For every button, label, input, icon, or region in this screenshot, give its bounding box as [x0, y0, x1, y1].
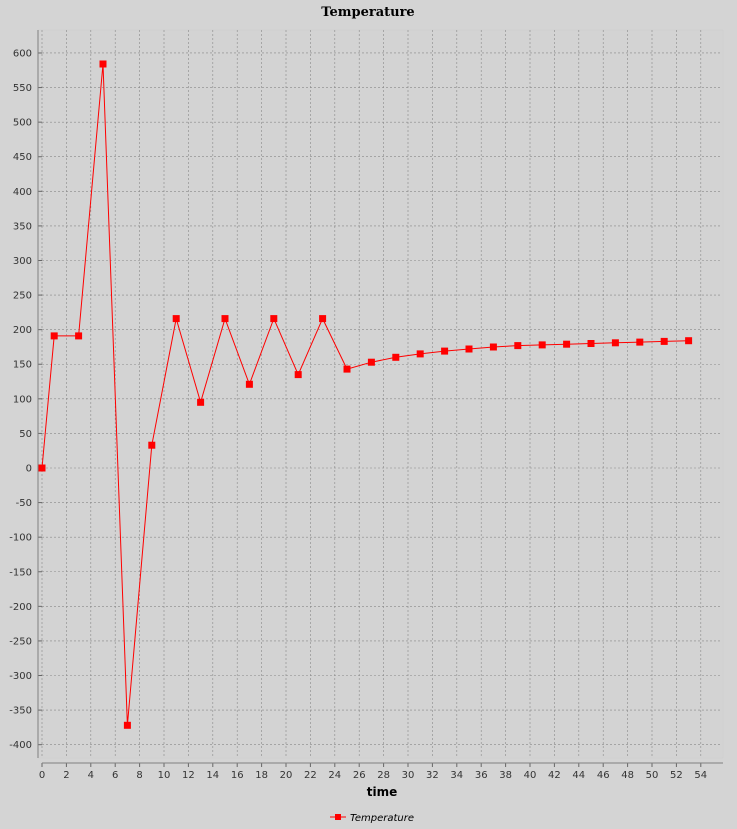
- y-tick-label: 250: [13, 291, 32, 302]
- data-point: [245, 380, 253, 388]
- x-tick-label: 30: [402, 770, 415, 781]
- data-point: [172, 315, 180, 323]
- data-point: [685, 337, 693, 345]
- data-point: [611, 339, 619, 347]
- data-point: [294, 371, 302, 379]
- data-point: [148, 441, 156, 449]
- chart-title: Temperature: [321, 5, 414, 20]
- axes: [37, 30, 723, 767]
- x-tick-label: 10: [158, 770, 171, 781]
- x-tick-label: 40: [524, 770, 537, 781]
- x-tick-label: 42: [548, 770, 561, 781]
- data-point: [38, 464, 46, 472]
- x-tick-label: 16: [231, 770, 244, 781]
- y-tick-label: 550: [13, 83, 32, 94]
- gridlines: [41, 30, 722, 758]
- data-point: [123, 721, 131, 729]
- data-point: [514, 342, 522, 350]
- y-tick-label: -300: [9, 671, 32, 682]
- data-point: [538, 341, 546, 349]
- y-tick-label: -350: [9, 706, 32, 717]
- x-tick-label: 34: [450, 770, 463, 781]
- data-point: [221, 315, 229, 323]
- y-tick-label: 150: [13, 360, 32, 371]
- x-tick-label: 2: [63, 770, 69, 781]
- y-tick-label: -50: [16, 498, 32, 509]
- series-line: [41, 63, 689, 726]
- data-point: [75, 332, 83, 340]
- x-tick-label: 8: [136, 770, 142, 781]
- series-temperature: [38, 60, 693, 729]
- y-tick-label: 600: [13, 48, 32, 59]
- x-tick-label: 18: [255, 770, 268, 781]
- y-tick-label: -400: [9, 740, 32, 751]
- x-axis-label: time: [367, 785, 398, 799]
- x-tick-label: 54: [694, 770, 707, 781]
- y-tick-label: 350: [13, 221, 32, 232]
- data-point: [563, 340, 571, 348]
- x-tick-label: 6: [112, 770, 118, 781]
- data-point: [50, 332, 58, 340]
- y-tick-label: -100: [9, 533, 32, 544]
- y-tick-label: 500: [13, 118, 32, 129]
- data-point: [416, 350, 424, 358]
- data-point: [319, 315, 327, 323]
- data-point: [270, 315, 278, 323]
- data-point: [465, 345, 473, 353]
- x-tick-label: 38: [499, 770, 512, 781]
- y-tick-label: -200: [9, 602, 32, 613]
- y-tick-label: 400: [13, 187, 32, 198]
- x-tick-label: 24: [328, 770, 341, 781]
- data-point: [489, 343, 497, 351]
- y-tick-label: 100: [13, 394, 32, 405]
- data-point: [636, 338, 644, 346]
- x-tick-label: 12: [182, 770, 195, 781]
- x-tick-label: 14: [206, 770, 219, 781]
- data-point: [587, 340, 595, 347]
- legend-marker: [335, 814, 341, 820]
- x-tick-label: 50: [646, 770, 659, 781]
- y-axis-tick-labels: -400 -350 -300 -250 -200 -150 -100 -50 0 50 100 150…: [9, 48, 32, 751]
- data-point: [197, 398, 205, 406]
- y-tick-label: -250: [9, 636, 32, 647]
- data-point: [660, 337, 668, 345]
- x-tick-label: 20: [280, 770, 293, 781]
- data-point: [343, 365, 351, 373]
- y-tick-label: 300: [13, 256, 32, 267]
- y-tick-label: 200: [13, 325, 32, 336]
- x-tick-label: 52: [670, 770, 683, 781]
- y-tick-label: 450: [13, 152, 32, 163]
- data-point: [367, 358, 375, 366]
- data-point: [99, 60, 107, 68]
- y-tick-label: 0: [26, 464, 32, 475]
- x-tick-label: 4: [88, 770, 94, 781]
- x-tick-label: 36: [475, 770, 488, 781]
- legend: Temperature: [330, 813, 414, 824]
- data-point: [392, 353, 400, 361]
- x-tick-label: 46: [597, 770, 610, 781]
- x-axis-tick-labels: 0 2 4 6 8 10 12 14 16 18 20 22 24 26 28 30 32 34 36 38 40 42 4…: [39, 770, 707, 781]
- data-point: [441, 347, 449, 355]
- x-tick-label: 32: [426, 770, 439, 781]
- x-tick-label: 0: [39, 770, 45, 781]
- x-tick-label: 48: [621, 770, 634, 781]
- y-tick-label: -150: [9, 567, 32, 578]
- x-tick-label: 26: [353, 770, 366, 781]
- x-tick-label: 28: [377, 770, 390, 781]
- x-tick-label: 22: [304, 770, 317, 781]
- x-tick-label: 44: [572, 770, 585, 781]
- y-tick-label: 50: [19, 429, 32, 440]
- plot-area: [37, 29, 724, 759]
- legend-label: Temperature: [350, 813, 414, 824]
